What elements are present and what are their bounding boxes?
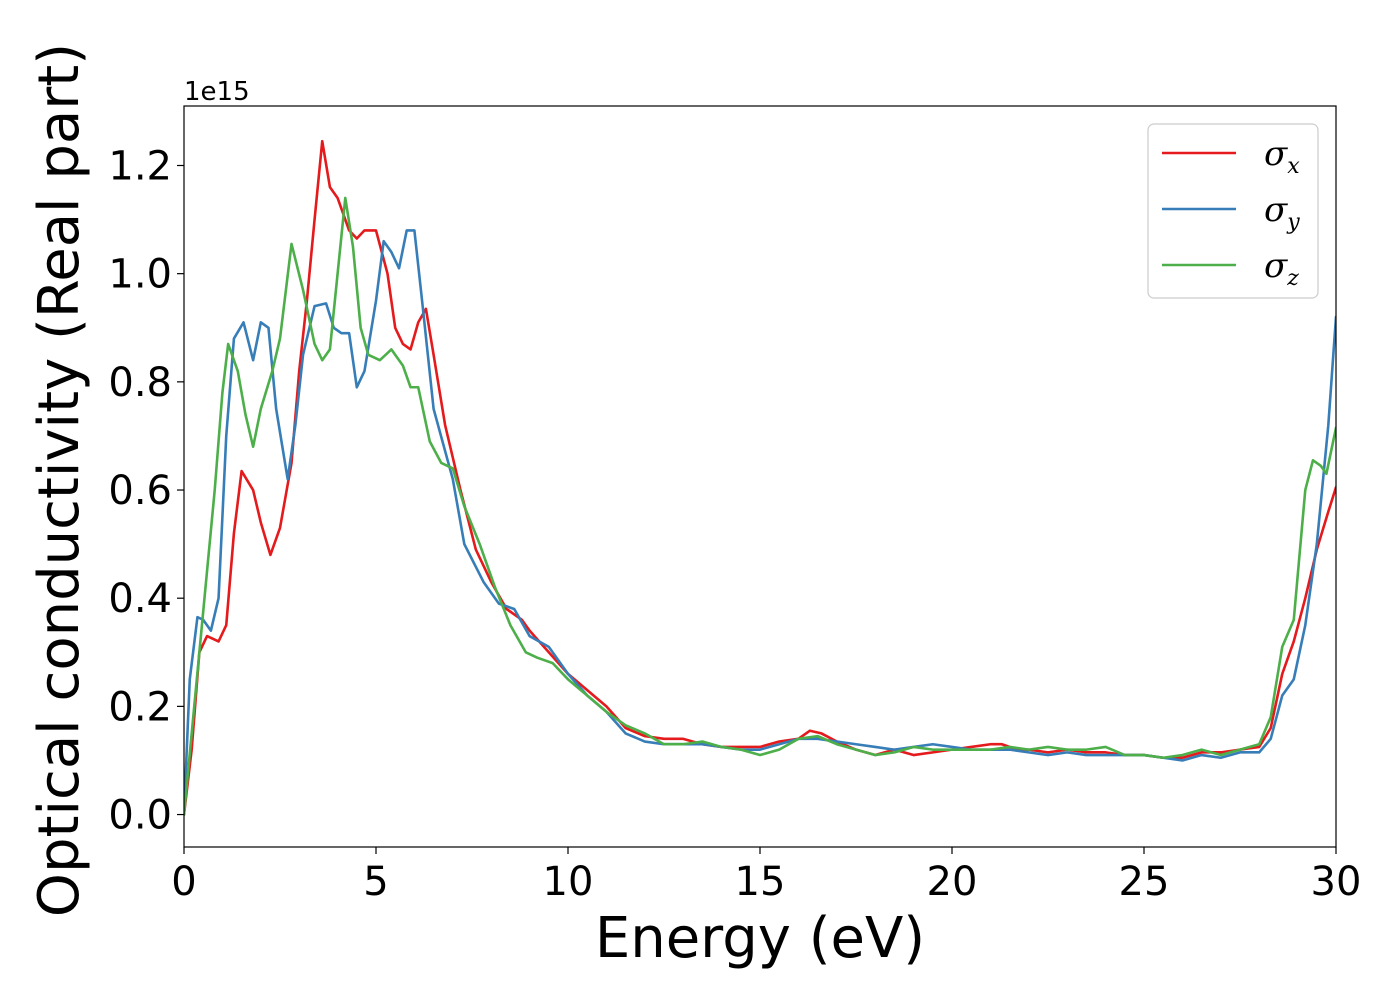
y-tick-label: 0.6 — [108, 468, 172, 514]
x-tick-label: 20 — [927, 859, 978, 905]
x-tick-label: 25 — [1119, 859, 1170, 905]
x-tick-label: 0 — [171, 859, 196, 905]
y-tick-label: 0.2 — [108, 684, 172, 730]
x-tick-label: 10 — [543, 859, 594, 905]
y-tick-label: 0.0 — [108, 793, 172, 839]
series-layer — [184, 139, 1336, 816]
x-tick-label: 15 — [735, 859, 786, 905]
legend-label-y: σy — [1264, 190, 1300, 235]
legend-frame — [1147, 123, 1319, 299]
y-tick-label: 0.8 — [108, 360, 172, 406]
series-line-z — [184, 196, 1336, 816]
x-tick-label: 5 — [363, 859, 388, 905]
series-line-y — [184, 229, 1336, 816]
legend-label-x: σx — [1264, 134, 1300, 179]
legend: σx σy σz — [1147, 123, 1319, 299]
y-tick-label: 1.2 — [108, 143, 172, 189]
y-tick-label: 1.0 — [108, 252, 172, 298]
y-tick-label: 0.4 — [108, 576, 172, 622]
legend-label-z: σz — [1264, 246, 1299, 291]
x-axis: 0 5 10 15 20 25 30 — [171, 847, 1361, 905]
legend-items: σx σy σz — [1162, 134, 1300, 291]
y-offset-label: 1e15 — [184, 77, 250, 107]
y-axis-label: Optical conductivity (Real part) — [27, 43, 92, 917]
x-axis-label: Energy (eV) — [595, 906, 925, 971]
y-axis: 0.0 0.2 0.4 0.6 0.8 1.0 1.2 — [108, 143, 184, 839]
x-tick-label: 30 — [1311, 859, 1362, 905]
